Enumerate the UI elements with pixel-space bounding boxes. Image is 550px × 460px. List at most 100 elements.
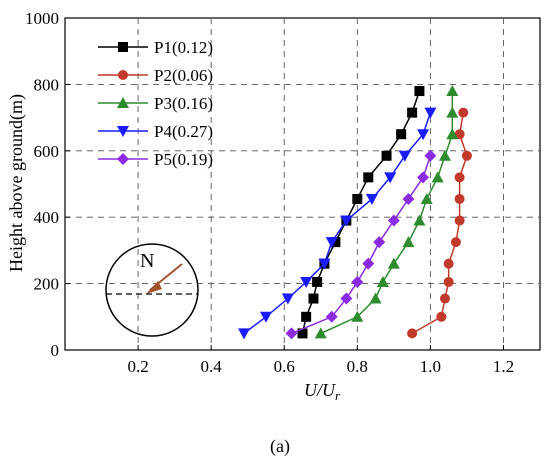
data-point bbox=[387, 214, 400, 227]
compass-circle-icon bbox=[105, 243, 199, 337]
data-point bbox=[402, 192, 415, 205]
data-point bbox=[351, 275, 364, 288]
data-point bbox=[446, 85, 459, 97]
series-line-3 bbox=[320, 91, 454, 335]
y-axis-ticks: 0 200 400 600 800 1000 bbox=[25, 9, 70, 360]
x-tick-label: 1.0 bbox=[420, 357, 441, 376]
y-tick-label: 1000 bbox=[25, 9, 59, 28]
legend-label: P3(0.16) bbox=[154, 94, 213, 113]
series-5 bbox=[285, 149, 437, 340]
compass-diagram: N bbox=[105, 243, 199, 337]
data-point bbox=[424, 107, 437, 119]
data-point bbox=[340, 215, 353, 227]
data-point bbox=[238, 328, 251, 340]
x-axis-label-main: U/U bbox=[304, 380, 336, 400]
legend: P1(0.12) P2(0.06) P3(0.16) P4(0.27) P5(0.19) bbox=[98, 38, 213, 169]
data-point bbox=[417, 171, 430, 184]
data-point bbox=[440, 293, 450, 304]
data-point bbox=[414, 86, 425, 97]
y-tick-label: 0 bbox=[51, 341, 60, 360]
data-point bbox=[407, 107, 418, 118]
legend-label: P5(0.19) bbox=[154, 150, 213, 169]
compass-arrowhead-icon bbox=[146, 281, 162, 294]
data-point bbox=[398, 150, 411, 162]
y-tick-label: 800 bbox=[34, 75, 60, 94]
data-point bbox=[443, 258, 454, 269]
legend-entry-1: P1(0.12) bbox=[98, 38, 213, 57]
data-point bbox=[446, 106, 459, 118]
data-point bbox=[443, 276, 454, 287]
data-point bbox=[373, 236, 386, 249]
y-axis-label: Height above ground(m) bbox=[6, 94, 27, 272]
data-point bbox=[340, 292, 353, 305]
data-point bbox=[454, 193, 465, 204]
data-point bbox=[436, 311, 447, 322]
panel-label: (a) bbox=[270, 436, 290, 457]
data-point bbox=[407, 328, 418, 339]
x-tick-label: 0.6 bbox=[274, 357, 295, 376]
data-point bbox=[325, 310, 338, 323]
data-point bbox=[318, 258, 331, 270]
data-point bbox=[297, 328, 308, 339]
data-point bbox=[446, 128, 459, 140]
data-point bbox=[325, 237, 338, 249]
data-point bbox=[363, 172, 374, 183]
grid-lines bbox=[65, 18, 540, 350]
data-point bbox=[381, 150, 392, 161]
data-point bbox=[413, 214, 426, 226]
series-line-5 bbox=[291, 155, 432, 335]
legend-label: P2(0.06) bbox=[154, 66, 213, 85]
plot-frame bbox=[64, 17, 541, 351]
data-point bbox=[314, 327, 327, 339]
legend-label: P1(0.12) bbox=[154, 38, 213, 57]
data-point bbox=[259, 311, 272, 323]
legend-entry-5: P5(0.19) bbox=[98, 150, 213, 169]
data-point bbox=[439, 149, 451, 161]
data-point bbox=[458, 107, 469, 118]
x-axis-ticks: 0.2 0.4 0.6 0.8 1.0 1.2 bbox=[127, 345, 514, 376]
data-point bbox=[300, 276, 313, 288]
data-point bbox=[308, 293, 319, 304]
series-line-1 bbox=[301, 90, 421, 334]
data-point bbox=[312, 276, 323, 287]
data-point bbox=[301, 311, 312, 322]
legend-marker bbox=[118, 70, 128, 80]
data-point bbox=[352, 193, 363, 204]
legend-entry-4: P4(0.27) bbox=[98, 122, 213, 141]
x-tick-label: 0.8 bbox=[347, 357, 368, 376]
compass-north-label: N bbox=[140, 250, 154, 272]
series-layer bbox=[238, 85, 472, 340]
legend-marker bbox=[117, 126, 129, 137]
x-tick-label: 1.2 bbox=[493, 357, 514, 376]
data-point bbox=[424, 149, 437, 162]
x-tick-label: 0.2 bbox=[127, 357, 148, 376]
legend-marker bbox=[117, 153, 129, 165]
legend-entry-3: P3(0.16) bbox=[98, 94, 213, 113]
y-tick-label: 200 bbox=[34, 275, 60, 294]
data-point bbox=[461, 150, 472, 161]
data-point bbox=[369, 292, 382, 304]
x-tick-label: 0.4 bbox=[201, 357, 223, 376]
series-line-4 bbox=[243, 112, 432, 334]
legend-marker bbox=[118, 42, 128, 52]
data-point bbox=[387, 257, 400, 269]
series-4 bbox=[238, 107, 437, 340]
series-1 bbox=[297, 86, 425, 339]
data-point bbox=[431, 171, 444, 183]
data-point bbox=[285, 327, 298, 340]
data-point bbox=[362, 257, 375, 270]
x-axis-label-subscript: r bbox=[335, 388, 341, 403]
data-point bbox=[351, 310, 364, 322]
series-2 bbox=[407, 107, 472, 339]
legend-entry-2: P2(0.06) bbox=[98, 66, 213, 85]
data-point bbox=[454, 129, 465, 140]
data-point bbox=[281, 293, 294, 305]
data-point bbox=[417, 129, 430, 141]
data-point bbox=[384, 172, 397, 184]
data-point bbox=[420, 192, 433, 204]
y-tick-label: 600 bbox=[34, 142, 60, 161]
series-3 bbox=[314, 85, 459, 339]
legend-marker bbox=[117, 97, 129, 108]
y-tick-label: 400 bbox=[34, 208, 60, 227]
